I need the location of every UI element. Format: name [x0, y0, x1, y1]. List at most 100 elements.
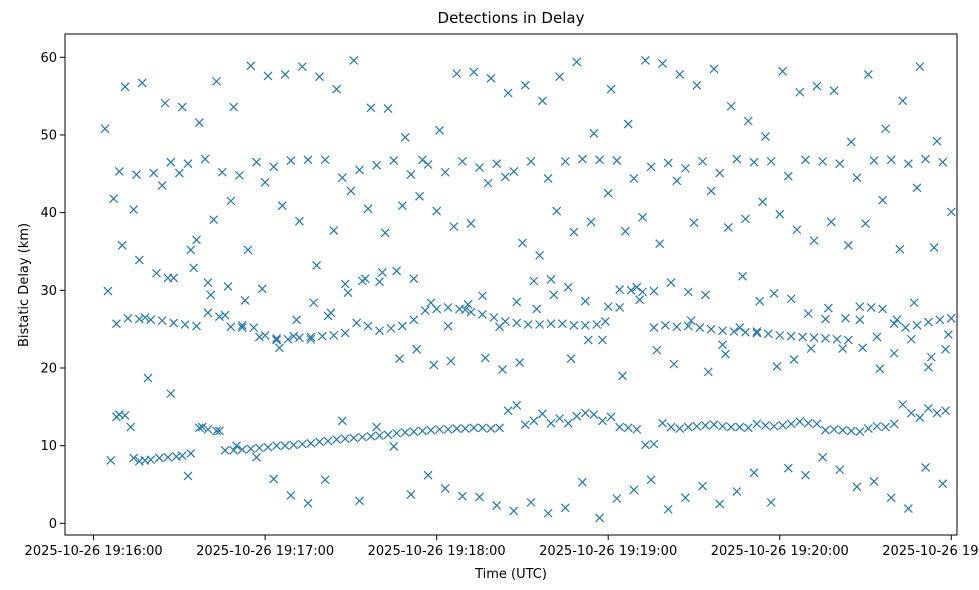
data-point [692, 80, 702, 90]
data-point [809, 333, 819, 343]
data-point [154, 453, 164, 463]
data-point [440, 483, 450, 493]
data-point [921, 154, 930, 164]
x-tick-label: 2025-10-26 19:18:00 [368, 544, 506, 559]
data-point [203, 278, 213, 287]
data-point [260, 177, 270, 187]
data-point [280, 69, 290, 79]
data-point [480, 353, 490, 363]
data-point [423, 160, 433, 169]
data-point [623, 423, 633, 433]
data-point [886, 493, 896, 503]
data-point [695, 323, 705, 333]
data-point [723, 222, 733, 232]
data-point [249, 323, 259, 333]
data-point [809, 236, 819, 246]
data-point [237, 323, 247, 333]
x-tick-label: 2025-10-26 19:19:00 [539, 544, 677, 559]
data-point [274, 343, 284, 353]
data-point [120, 82, 130, 92]
data-point [423, 470, 433, 480]
data-point [280, 441, 290, 451]
data-point [192, 235, 201, 245]
x-axis-label: Time (UTC) [474, 567, 547, 582]
data-point [392, 428, 402, 438]
data-point [460, 305, 470, 315]
data-point [646, 475, 656, 485]
data-point [841, 313, 850, 323]
y-tick-label: 20 [40, 362, 57, 377]
data-point [229, 102, 239, 112]
data-point [623, 119, 633, 129]
data-point [595, 155, 605, 165]
data-point [183, 471, 193, 481]
data-point [380, 228, 390, 238]
data-point [492, 501, 502, 510]
data-point [563, 418, 573, 428]
data-point [560, 503, 570, 513]
data-point [881, 422, 890, 432]
data-point [397, 321, 407, 331]
data-point [129, 205, 139, 214]
data-point [340, 434, 350, 444]
data-point [466, 219, 476, 228]
data-point [386, 323, 396, 333]
data-point [906, 334, 916, 344]
data-point [132, 170, 141, 180]
data-point [520, 420, 530, 430]
data-point [457, 156, 467, 166]
data-point [572, 411, 582, 421]
data-point [523, 320, 533, 329]
x-tick-label: 2025-10-26 19:17:00 [196, 544, 334, 559]
data-point [615, 285, 625, 294]
data-point [580, 296, 590, 306]
data-point [915, 62, 925, 72]
data-point [240, 295, 250, 305]
data-point [786, 331, 796, 341]
data-point [838, 344, 848, 354]
data-point [237, 320, 247, 330]
data-point [295, 333, 304, 343]
data-point [366, 103, 376, 113]
data-point [741, 327, 750, 337]
data-point [872, 421, 882, 431]
data-point [406, 490, 416, 500]
data-point [217, 167, 227, 177]
data-point [186, 245, 196, 255]
data-point [941, 344, 950, 354]
data-point [417, 155, 427, 165]
data-point [775, 330, 785, 340]
data-point [166, 157, 176, 167]
data-point [821, 334, 830, 343]
data-point [197, 422, 207, 432]
data-point [500, 172, 510, 182]
data-point [183, 159, 193, 169]
data-point [861, 219, 870, 228]
data-point [269, 474, 279, 484]
data-point [546, 418, 556, 428]
data-point [638, 287, 647, 297]
data-point [923, 362, 933, 372]
data-point [237, 445, 247, 454]
data-point [332, 84, 342, 94]
data-point [320, 475, 330, 485]
data-point [286, 156, 296, 166]
data-point [878, 195, 888, 205]
data-point [134, 255, 144, 265]
data-point [826, 217, 836, 227]
data-point [263, 71, 273, 81]
data-point [680, 163, 690, 173]
data-point [555, 72, 565, 82]
data-point [586, 217, 596, 227]
data-point [555, 414, 565, 423]
data-point [292, 315, 302, 325]
data-point [872, 332, 882, 342]
data-point [769, 421, 779, 431]
data-point [649, 439, 659, 449]
data-point [352, 318, 362, 328]
data-point [400, 132, 410, 142]
data-point [332, 435, 342, 444]
data-point [941, 406, 950, 416]
data-point [640, 440, 650, 450]
data-point [903, 159, 913, 169]
